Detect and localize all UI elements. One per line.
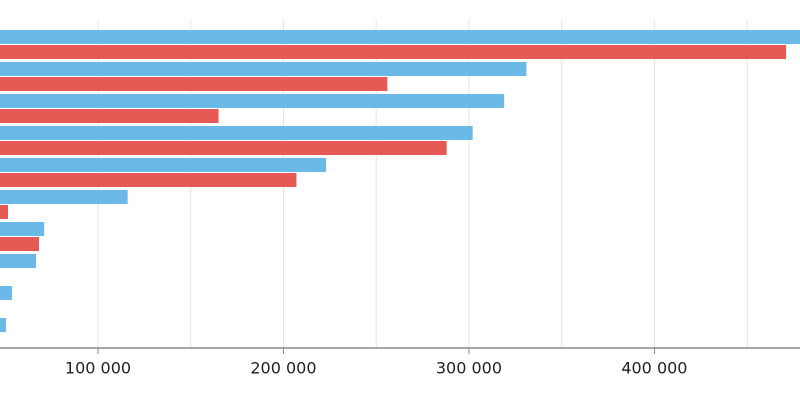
bar — [0, 30, 800, 44]
bar — [0, 205, 9, 219]
bar — [0, 190, 128, 204]
bar — [0, 62, 527, 76]
bar — [0, 286, 12, 300]
x-tick-label: 400 000 — [621, 359, 687, 378]
bar — [0, 126, 473, 140]
bar — [0, 222, 45, 236]
bar — [0, 254, 37, 268]
x-tick-label: 300 000 — [436, 359, 502, 378]
bar — [0, 77, 388, 91]
bar — [0, 158, 327, 172]
bar — [0, 318, 6, 332]
bar — [0, 109, 219, 123]
x-tick-label: 100 000 — [65, 359, 131, 378]
bar — [0, 237, 40, 251]
bar — [0, 141, 447, 155]
bar — [0, 173, 297, 187]
bar — [0, 45, 787, 59]
bar — [0, 94, 505, 108]
x-tick-label: 200 000 — [250, 359, 316, 378]
